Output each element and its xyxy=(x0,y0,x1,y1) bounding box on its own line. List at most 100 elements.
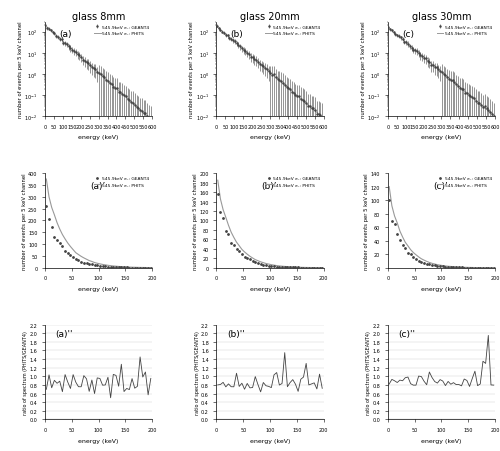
545.9keV e-: PHITS: (188, 1.28): PHITS: (188, 1.28) xyxy=(142,265,148,271)
Y-axis label: ratio of spectrum (PHITS/GEANT4): ratio of spectrum (PHITS/GEANT4) xyxy=(23,330,28,414)
545.9keV e-: PHITS: (32.5, 37.8): PHITS: (32.5, 37.8) xyxy=(402,240,408,245)
545.9keV e-: GEANT4: (47.5, 28.4): GEANT4: (47.5, 28.4) xyxy=(239,252,245,258)
545.9keV e-: PHITS: (102, 3.33): PHITS: (102, 3.33) xyxy=(440,263,446,269)
545.9keV e-: GEANT4: (178, 0.646): GEANT4: (178, 0.646) xyxy=(137,265,143,271)
545.9keV e-: GEANT4: (192, 0.162): GEANT4: (192, 0.162) xyxy=(316,266,322,271)
545.9keV e-: PHITS: (47.5, 39): PHITS: (47.5, 39) xyxy=(239,247,245,253)
X-axis label: energy (keV): energy (keV) xyxy=(250,286,290,291)
545.9keV e-: PHITS: (142, 0.826): PHITS: (142, 0.826) xyxy=(461,265,467,271)
545.9keV e-: PHITS: (7.5, 91.7): PHITS: (7.5, 91.7) xyxy=(389,203,395,209)
545.9keV e-: GEANT4: (22.5, 41.1): GEANT4: (22.5, 41.1) xyxy=(397,238,403,243)
545.9keV e-: GEANT4: (128, 3.68): GEANT4: (128, 3.68) xyxy=(110,265,116,270)
545.9keV e-: GEANT4: (112, 6.47): GEANT4: (112, 6.47) xyxy=(102,264,108,269)
545.9keV e-: GEANT4: (148, 1.72): GEANT4: (148, 1.72) xyxy=(121,265,127,271)
545.9keV e-: GEANT4: (92.5, 5.34): GEANT4: (92.5, 5.34) xyxy=(263,263,269,268)
545.9keV e-: GEANT4: (188, 0.201): GEANT4: (188, 0.201) xyxy=(314,266,320,271)
545.9keV e-: PHITS: (77.5, 36.3): PHITS: (77.5, 36.3) xyxy=(84,257,89,262)
545.9keV e-: PHITS: (82.5, 12.7): PHITS: (82.5, 12.7) xyxy=(258,259,264,265)
Title: glass 8mm: glass 8mm xyxy=(72,12,126,22)
545.9keV e-: PHITS: (67.5, 20.8): PHITS: (67.5, 20.8) xyxy=(250,256,256,261)
545.9keV e-: PHITS: (138, 5.83): PHITS: (138, 5.83) xyxy=(116,264,121,270)
545.9keV e-: PHITS: (172, 0.29): PHITS: (172, 0.29) xyxy=(478,265,484,271)
545.9keV e-: GEANT4: (102, 8.46): GEANT4: (102, 8.46) xyxy=(97,263,103,269)
545.9keV e-: PHITS: (332, 0.759): PHITS: (332, 0.759) xyxy=(444,75,450,80)
Legend: 545.9keV e-: GEANT4, 545.9keV e-: PHITS: 545.9keV e-: GEANT4, 545.9keV e-: PHITS xyxy=(93,176,150,188)
Y-axis label: number of events per 5 keV channel: number of events per 5 keV channel xyxy=(18,22,23,118)
545.9keV e-: PHITS: (182, 0.206): PHITS: (182, 0.206) xyxy=(482,265,488,271)
545.9keV e-: GEANT4: (138, 0.519): GEANT4: (138, 0.519) xyxy=(458,265,464,271)
545.9keV e-: PHITS: (47.5, 22.6): PHITS: (47.5, 22.6) xyxy=(410,250,416,256)
545.9keV e-: GEANT4: (47.5, 54.5): GEANT4: (47.5, 54.5) xyxy=(68,253,73,258)
545.9keV e-: PHITS: (152, 0.584): PHITS: (152, 0.584) xyxy=(466,265,472,271)
545.9keV e-: GEANT4: (17.5, 50.4): GEANT4: (17.5, 50.4) xyxy=(394,231,400,237)
545.9keV e-: PHITS: (37.5, 32.5): PHITS: (37.5, 32.5) xyxy=(405,244,411,249)
545.9keV e-: PHITS: (112, 4.78): PHITS: (112, 4.78) xyxy=(274,263,280,269)
Line: 545.9keV e-: PHITS: 545.9keV e-: PHITS xyxy=(218,181,322,268)
545.9keV e-: GEANT4: (82.5, 16.6): GEANT4: (82.5, 16.6) xyxy=(86,262,92,267)
545.9keV e-: PHITS: (168, 0.792): PHITS: (168, 0.792) xyxy=(303,265,309,271)
545.9keV e-: PHITS: (2.5, 120): PHITS: (2.5, 120) xyxy=(386,184,392,190)
545.9keV e-: PHITS: (168, 2.33): PHITS: (168, 2.33) xyxy=(132,265,138,271)
545.9keV e-: PHITS: (128, 21.2): PHITS: (128, 21.2) xyxy=(236,44,242,50)
545.9keV e-: GEANT4: (112, 1.28): GEANT4: (112, 1.28) xyxy=(445,265,451,270)
Text: (b)'': (b)'' xyxy=(227,330,245,339)
545.9keV e-: GEANT4: (32.5, 30): GEANT4: (32.5, 30) xyxy=(402,245,408,251)
545.9keV e-: PHITS: (158, 3.16): PHITS: (158, 3.16) xyxy=(126,265,132,270)
545.9keV e-: PHITS: (82.5, 30.7): PHITS: (82.5, 30.7) xyxy=(86,258,92,264)
Legend: 545.9keV e-: GEANT4, 545.9keV e-: PHITS: 545.9keV e-: GEANT4, 545.9keV e-: PHITS xyxy=(93,25,150,37)
Legend: 545.9keV e-: GEANT4, 545.9keV e-: PHITS: 545.9keV e-: GEANT4, 545.9keV e-: PHITS xyxy=(436,176,493,188)
Line: 545.9keV e-: PHITS: 545.9keV e-: PHITS xyxy=(46,179,151,268)
545.9keV e-: GEANT4: (77.5, 5.35): GEANT4: (77.5, 5.35) xyxy=(426,262,432,267)
545.9keV e-: PHITS: (92.5, 4.65): PHITS: (92.5, 4.65) xyxy=(434,262,440,268)
545.9keV e-: GEANT4: (22.5, 116): GEANT4: (22.5, 116) xyxy=(54,238,60,244)
X-axis label: energy (keV): energy (keV) xyxy=(250,135,290,140)
545.9keV e-: GEANT4: (132, 3.12): GEANT4: (132, 3.12) xyxy=(113,265,119,270)
545.9keV e-: GEANT4: (162, 0.436): GEANT4: (162, 0.436) xyxy=(300,265,306,271)
Y-axis label: number of events per 5 keV channel: number of events per 5 keV channel xyxy=(364,173,370,269)
545.9keV e-: PHITS: (27.5, 75.3): PHITS: (27.5, 75.3) xyxy=(228,230,234,235)
545.9keV e-: GEANT4: (12.5, 104): GEANT4: (12.5, 104) xyxy=(220,216,226,221)
Legend: 545.9keV e-: GEANT4, 545.9keV e-: PHITS: 545.9keV e-: GEANT4, 545.9keV e-: PHITS xyxy=(264,25,322,37)
545.9keV e-: PHITS: (2.5, 189): PHITS: (2.5, 189) xyxy=(42,24,48,29)
545.9keV e-: PHITS: (152, 1.31): PHITS: (152, 1.31) xyxy=(295,265,301,270)
545.9keV e-: GEANT4: (128, 0.766): GEANT4: (128, 0.766) xyxy=(453,265,459,271)
545.9keV e-: GEANT4: (168, 0.358): GEANT4: (168, 0.358) xyxy=(303,265,309,271)
545.9keV e-: PHITS: (142, 5.03): PHITS: (142, 5.03) xyxy=(118,264,124,270)
545.9keV e-: PHITS: (17.5, 107): PHITS: (17.5, 107) xyxy=(223,215,229,221)
545.9keV e-: GEANT4: (168, 1.08): GEANT4: (168, 1.08) xyxy=(132,265,138,271)
545.9keV e-: GEANT4: (172, 0.126): GEANT4: (172, 0.126) xyxy=(478,266,484,271)
545.9keV e-: GEANT4: (182, 0.0899): GEANT4: (182, 0.0899) xyxy=(482,266,488,271)
Y-axis label: number of events per 5 keV channel: number of events per 5 keV channel xyxy=(361,22,366,118)
545.9keV e-: PHITS: (138, 2.13): PHITS: (138, 2.13) xyxy=(287,265,293,270)
545.9keV e-: PHITS: (92.5, 9.16): PHITS: (92.5, 9.16) xyxy=(263,261,269,267)
545.9keV e-: PHITS: (2.5, 158): PHITS: (2.5, 158) xyxy=(386,26,392,31)
545.9keV e-: GEANT4: (77.5, 19.9): GEANT4: (77.5, 19.9) xyxy=(84,261,89,266)
545.9keV e-: PHITS: (172, 0.687): PHITS: (172, 0.687) xyxy=(306,265,312,271)
545.9keV e-: PHITS: (27.5, 164): PHITS: (27.5, 164) xyxy=(56,227,62,232)
545.9keV e-: GEANT4: (97.5, 10.3): GEANT4: (97.5, 10.3) xyxy=(94,263,100,268)
Y-axis label: number of events per 5 keV channel: number of events per 5 keV channel xyxy=(22,173,26,269)
545.9keV e-: PHITS: (118, 10.7): PHITS: (118, 10.7) xyxy=(105,263,111,268)
545.9keV e-: PHITS: (12.5, 255): PHITS: (12.5, 255) xyxy=(48,205,54,211)
545.9keV e-: GEANT4: (2.5, 100): GEANT4: (2.5, 100) xyxy=(386,198,392,203)
545.9keV e-: PHITS: (142, 1.83): PHITS: (142, 1.83) xyxy=(290,265,296,270)
545.9keV e-: GEANT4: (122, 4.33): GEANT4: (122, 4.33) xyxy=(108,264,114,270)
545.9keV e-: GEANT4: (148, 0.344): GEANT4: (148, 0.344) xyxy=(464,265,470,271)
545.9keV e-: PHITS: (42.5, 105): PHITS: (42.5, 105) xyxy=(65,241,71,246)
545.9keV e-: GEANT4: (108, 6.16): GEANT4: (108, 6.16) xyxy=(100,264,105,270)
545.9keV e-: GEANT4: (172, 0.334): GEANT4: (172, 0.334) xyxy=(306,265,312,271)
545.9keV e-: GEANT4: (192, 0.432): GEANT4: (192, 0.432) xyxy=(145,266,151,271)
545.9keV e-: PHITS: (472, 0.0658): PHITS: (472, 0.0658) xyxy=(298,97,304,102)
545.9keV e-: PHITS: (412, 0.21): PHITS: (412, 0.21) xyxy=(458,87,464,92)
X-axis label: energy (keV): energy (keV) xyxy=(78,286,119,291)
545.9keV e-: GEANT4: (37.5, 70.9): GEANT4: (37.5, 70.9) xyxy=(62,249,68,254)
545.9keV e-: GEANT4: (118, 1.11): GEANT4: (118, 1.11) xyxy=(448,265,454,270)
545.9keV e-: GEANT4: (97.5, 4.78): GEANT4: (97.5, 4.78) xyxy=(266,263,272,269)
545.9keV e-: PHITS: (162, 12.5): PHITS: (162, 12.5) xyxy=(71,49,77,55)
545.9keV e-: GEANT4: (67.5, 26.3): GEANT4: (67.5, 26.3) xyxy=(78,259,84,265)
545.9keV e-: PHITS: (12.5, 76.7): PHITS: (12.5, 76.7) xyxy=(392,214,398,219)
X-axis label: energy (keV): energy (keV) xyxy=(421,437,462,442)
Text: (b)’: (b)’ xyxy=(262,181,277,190)
545.9keV e-: GEANT4: (52.5, 13.3): GEANT4: (52.5, 13.3) xyxy=(413,257,419,262)
545.9keV e-: PHITS: (472, 0.0572): PHITS: (472, 0.0572) xyxy=(126,98,132,104)
